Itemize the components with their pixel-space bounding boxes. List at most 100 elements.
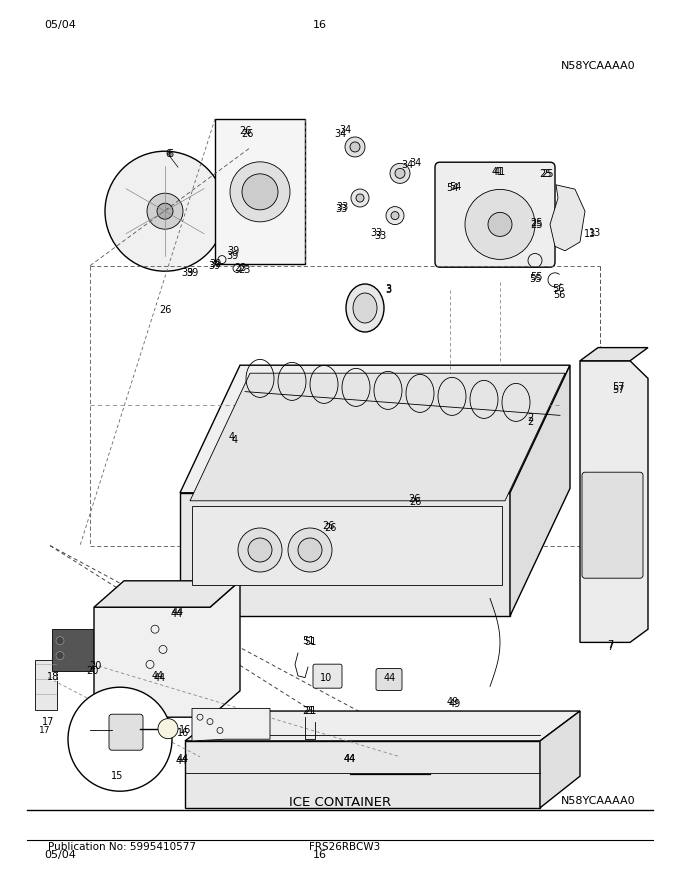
Text: 18: 18 xyxy=(49,672,61,683)
Text: 23: 23 xyxy=(234,263,246,274)
Circle shape xyxy=(248,538,272,562)
Text: 05/04: 05/04 xyxy=(44,850,76,861)
Text: 15: 15 xyxy=(112,774,124,784)
Text: 56: 56 xyxy=(553,290,565,300)
Text: 49: 49 xyxy=(447,697,459,708)
Text: 4: 4 xyxy=(229,432,235,443)
Polygon shape xyxy=(192,708,270,741)
Polygon shape xyxy=(94,581,240,717)
Text: 26: 26 xyxy=(239,126,251,136)
Circle shape xyxy=(242,174,278,209)
Text: 39: 39 xyxy=(226,251,238,261)
Text: 44: 44 xyxy=(152,671,164,681)
Text: 20: 20 xyxy=(86,665,98,676)
Circle shape xyxy=(465,189,535,260)
Text: 26: 26 xyxy=(322,521,334,532)
Text: N58YCAAAA0: N58YCAAAA0 xyxy=(561,796,636,806)
Polygon shape xyxy=(192,506,502,585)
Circle shape xyxy=(488,212,512,237)
Circle shape xyxy=(350,142,360,152)
Text: 26: 26 xyxy=(409,496,421,507)
Text: 55: 55 xyxy=(529,274,541,284)
Text: 51: 51 xyxy=(302,635,314,646)
Text: 3: 3 xyxy=(385,285,391,296)
Polygon shape xyxy=(580,361,648,642)
Polygon shape xyxy=(540,711,580,808)
Text: 26: 26 xyxy=(324,523,336,533)
Text: 34: 34 xyxy=(339,125,351,136)
Text: 55: 55 xyxy=(530,272,542,282)
Text: 05/04: 05/04 xyxy=(44,19,76,30)
Polygon shape xyxy=(510,365,570,616)
Polygon shape xyxy=(215,119,305,264)
Text: 10: 10 xyxy=(320,672,332,683)
Text: 6: 6 xyxy=(165,149,171,159)
Text: 25: 25 xyxy=(542,169,554,180)
Text: 57: 57 xyxy=(612,382,624,392)
Circle shape xyxy=(391,211,399,220)
Text: 51: 51 xyxy=(304,637,316,648)
Text: 4: 4 xyxy=(232,435,238,445)
Text: 44: 44 xyxy=(177,753,189,764)
Circle shape xyxy=(395,168,405,179)
FancyBboxPatch shape xyxy=(313,664,342,688)
Text: ICE CONTAINER: ICE CONTAINER xyxy=(289,796,391,809)
Text: 39: 39 xyxy=(186,268,198,278)
Text: 25: 25 xyxy=(540,169,552,180)
Text: 21: 21 xyxy=(302,706,314,716)
FancyBboxPatch shape xyxy=(582,473,643,578)
Ellipse shape xyxy=(346,284,384,332)
Circle shape xyxy=(356,194,364,202)
Text: 34: 34 xyxy=(409,158,421,168)
Text: Publication No: 5995410577: Publication No: 5995410577 xyxy=(48,842,196,853)
Text: 21: 21 xyxy=(304,706,316,716)
Text: 33: 33 xyxy=(335,203,347,214)
Text: 57: 57 xyxy=(612,385,624,395)
Text: 20: 20 xyxy=(89,661,101,671)
Text: 26: 26 xyxy=(241,128,253,139)
Polygon shape xyxy=(190,373,565,501)
Circle shape xyxy=(386,207,404,224)
Text: 15: 15 xyxy=(111,771,123,781)
Text: 17: 17 xyxy=(41,716,54,727)
Circle shape xyxy=(298,538,322,562)
Circle shape xyxy=(56,636,64,645)
Text: 13: 13 xyxy=(584,229,596,239)
Text: 34: 34 xyxy=(334,128,346,139)
Circle shape xyxy=(351,189,369,207)
Bar xyxy=(35,660,57,710)
Polygon shape xyxy=(185,711,580,741)
Circle shape xyxy=(105,151,225,271)
Text: FRS26RBCW3: FRS26RBCW3 xyxy=(309,842,381,853)
Text: 44: 44 xyxy=(154,672,166,683)
Circle shape xyxy=(68,687,172,791)
Polygon shape xyxy=(580,348,648,361)
Text: 44: 44 xyxy=(344,753,356,764)
Text: 16: 16 xyxy=(313,19,327,30)
Text: 39: 39 xyxy=(181,268,193,278)
Text: 10: 10 xyxy=(322,674,334,685)
FancyBboxPatch shape xyxy=(376,669,402,691)
Text: 54: 54 xyxy=(446,183,458,194)
Text: 39: 39 xyxy=(209,259,221,269)
Circle shape xyxy=(230,162,290,222)
Text: 13: 13 xyxy=(589,228,601,238)
Text: 41: 41 xyxy=(492,167,504,178)
FancyBboxPatch shape xyxy=(109,715,143,750)
Circle shape xyxy=(345,137,365,157)
Polygon shape xyxy=(185,741,540,808)
Text: 23: 23 xyxy=(238,265,250,275)
Text: 44: 44 xyxy=(344,753,356,764)
Text: 33: 33 xyxy=(374,231,386,241)
Text: 16: 16 xyxy=(313,850,327,861)
Text: N58YCAAAA0: N58YCAAAA0 xyxy=(561,61,636,71)
Text: 25: 25 xyxy=(531,220,543,231)
Circle shape xyxy=(56,651,64,660)
Text: 2: 2 xyxy=(527,417,533,428)
Text: 34: 34 xyxy=(401,159,413,170)
Text: 25: 25 xyxy=(531,217,543,228)
Text: 44: 44 xyxy=(171,609,183,620)
Text: 39: 39 xyxy=(227,246,239,256)
Circle shape xyxy=(390,164,410,183)
Circle shape xyxy=(157,203,173,219)
